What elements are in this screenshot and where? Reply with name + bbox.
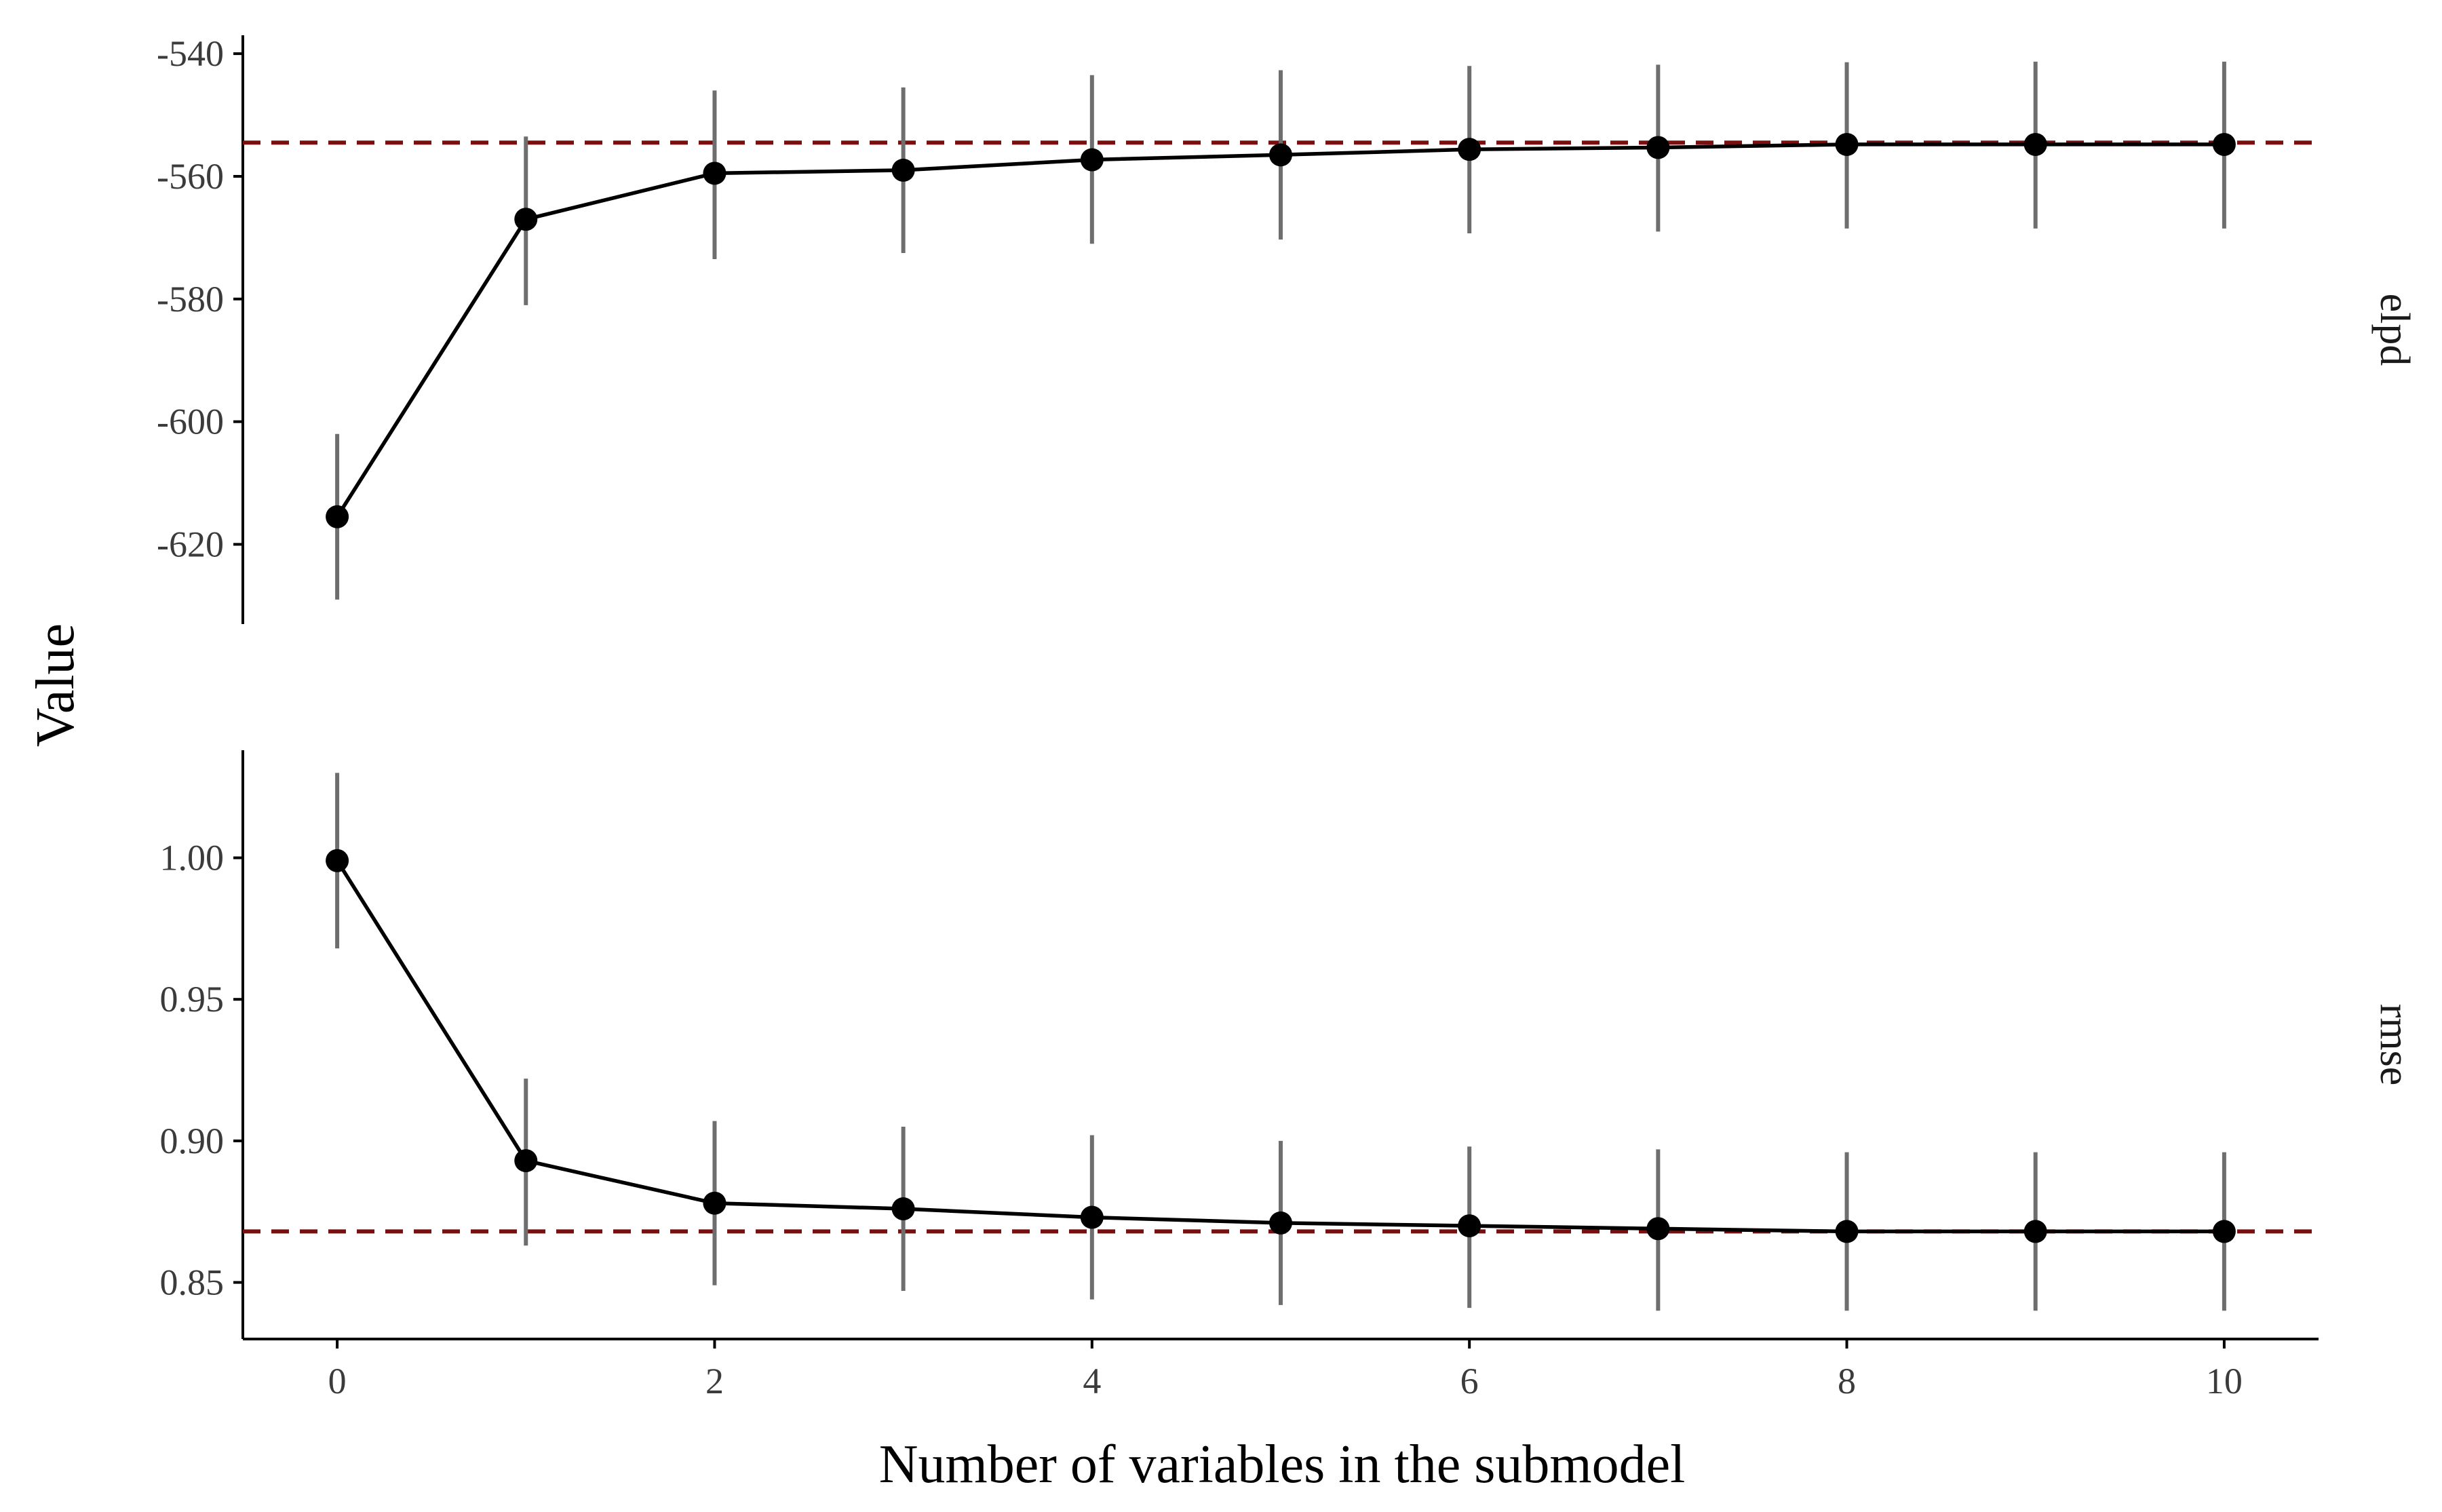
data-point xyxy=(1269,143,1292,167)
data-point xyxy=(2023,1220,2047,1243)
data-point xyxy=(1080,148,1104,172)
y-tick-label: -540 xyxy=(157,33,224,74)
data-point xyxy=(1835,132,1859,156)
x-tick-label: 10 xyxy=(2206,1361,2243,1401)
panel-rmse: 1.00 0.95 0.90 0.85 rmse xyxy=(160,750,2418,1339)
data-point xyxy=(1458,138,1481,161)
data-point xyxy=(2023,132,2047,156)
strip-label-elpd: elpd xyxy=(2371,294,2418,366)
y-tick-label: -620 xyxy=(157,524,224,564)
data-point xyxy=(2212,132,2236,156)
strip-label-rmse: rmse xyxy=(2371,1004,2418,1086)
data-point xyxy=(703,161,726,185)
y-tick-label: 0.90 xyxy=(160,1121,225,1161)
data-point xyxy=(326,849,349,872)
x-axis-title: Number of variables in the submodel xyxy=(879,1435,1686,1494)
data-point xyxy=(1646,136,1670,159)
data-point xyxy=(514,1149,538,1173)
x-tick-label: 8 xyxy=(1838,1361,1856,1401)
data-point xyxy=(2212,1220,2236,1243)
data-point xyxy=(1458,1214,1481,1238)
data-point xyxy=(326,505,349,528)
data-point xyxy=(891,1197,915,1221)
y-tick-label: 1.00 xyxy=(160,838,225,878)
x-tick-label: 0 xyxy=(328,1361,347,1401)
y-tick-label: -560 xyxy=(157,156,224,197)
data-point xyxy=(703,1191,726,1215)
data-point xyxy=(891,158,915,182)
y-tick-label: -580 xyxy=(157,279,224,319)
y-tick-label: 0.85 xyxy=(160,1262,225,1303)
panel-elpd: -540 -560 -580 -600 -620 elpd xyxy=(157,33,2418,624)
y-tick-label: 0.95 xyxy=(160,979,225,1020)
x-tick-label: 4 xyxy=(1083,1361,1101,1401)
data-point xyxy=(1835,1220,1859,1243)
data-point xyxy=(1080,1205,1104,1229)
x-tick-label: 2 xyxy=(705,1361,724,1401)
x-tick-label: 6 xyxy=(1460,1361,1479,1401)
data-point xyxy=(514,208,538,231)
y-tick-label: -600 xyxy=(157,402,224,442)
y-axis-title: Value xyxy=(26,623,85,747)
data-point xyxy=(1269,1211,1292,1235)
data-point xyxy=(1646,1217,1670,1241)
panels-layer: -540 -560 -580 -600 -620 elpd 1.00 0.95 0.90 0.85… xyxy=(157,33,2418,1401)
